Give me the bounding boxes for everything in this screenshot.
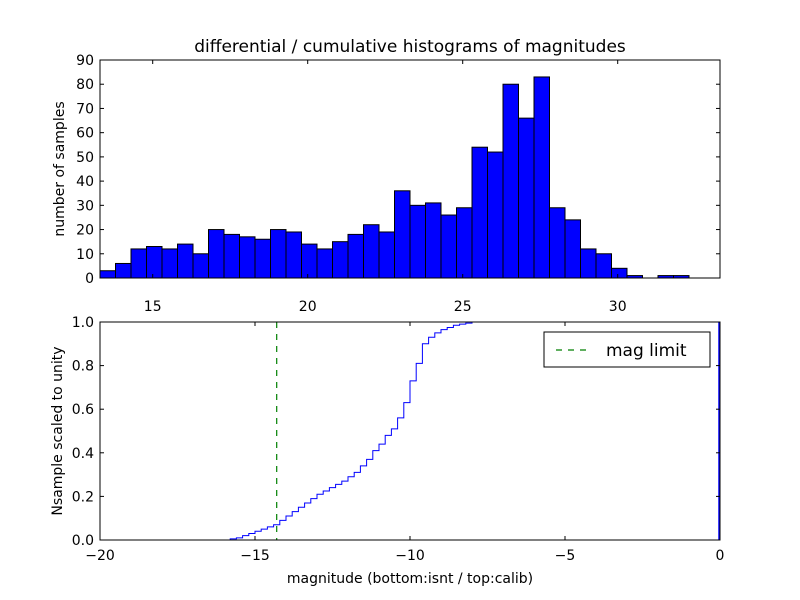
histogram-bar: [363, 224, 380, 279]
histogram-chart: differential / cumulative histograms of …: [52, 37, 721, 315]
histogram-xtick-label: 25: [454, 299, 472, 315]
cumulative-ytick-label: 0.0: [72, 533, 94, 549]
histogram-bar: [378, 231, 395, 279]
cumulative-ytick-label: 0.6: [72, 402, 94, 418]
histogram-ytick-label: 70: [76, 101, 94, 117]
histogram-bar: [502, 83, 519, 279]
histogram-bar: [270, 229, 287, 279]
cumulative-xtick-label: −5: [555, 548, 576, 564]
histogram-xtick-label: 20: [299, 299, 317, 315]
cumulative-ylabel: Nsample scaled to unity: [50, 346, 66, 515]
cumulative-step-line: [100, 321, 720, 541]
histogram-bar: [239, 236, 256, 279]
histogram-xtick-label: 30: [609, 299, 627, 315]
cumulative-ytick-label: 1.0: [72, 315, 94, 331]
histogram-bar: [394, 190, 411, 279]
cumulative-ticks: 0.0 0.2 0.4 0.6 0.8 1.0 −20 −15 −10 −5 0: [72, 315, 725, 564]
cumulative-frame: [99, 321, 721, 541]
cumulative-xtick-label: −20: [85, 548, 115, 564]
histogram-ytick-label: 60: [76, 126, 94, 142]
histogram-bar: [409, 204, 426, 279]
histogram-bar: [177, 243, 194, 279]
cumulative-xtick-label: −15: [240, 548, 270, 564]
histogram-bar: [471, 146, 488, 279]
histogram-ylabel: number of samples: [52, 101, 68, 236]
cumulative-ytick-label: 0.4: [72, 446, 94, 462]
histogram-bar: [301, 243, 318, 279]
histogram-ytick-label: 0: [85, 271, 94, 287]
histogram-bar: [580, 248, 597, 279]
chart-title: differential / cumulative histograms of …: [194, 37, 626, 57]
histogram-bar: [115, 262, 132, 279]
histogram-bars: [99, 76, 690, 279]
histogram-bar: [611, 267, 628, 279]
histogram-bar: [347, 233, 364, 279]
cumulative-xtick-label: 0: [716, 548, 725, 564]
histogram-bar: [254, 238, 271, 279]
legend: mag limit: [543, 331, 711, 368]
histogram-bar: [518, 117, 535, 279]
histogram-bar: [208, 229, 225, 279]
histogram-bar: [146, 246, 163, 279]
histogram-bar: [564, 219, 581, 279]
legend-mag-limit-label: mag limit: [606, 341, 687, 361]
histogram-ytick-label: 20: [76, 223, 94, 239]
histogram-bar: [425, 202, 442, 279]
cumulative-ytick-label: 0.8: [72, 359, 94, 375]
histogram-ytick-label: 50: [76, 150, 94, 166]
histogram-ytick-label: 40: [76, 174, 94, 190]
histogram-bar: [332, 241, 349, 279]
histogram-bar: [533, 76, 550, 279]
histogram-ytick-label: 80: [76, 77, 94, 93]
histogram-bar: [130, 248, 147, 279]
cumulative-chart: 0.0 0.2 0.4 0.6 0.8 1.0 −20 −15 −10 −5 0 magnitude…: [50, 315, 724, 587]
histogram-bar: [487, 151, 504, 279]
histogram-bar: [440, 214, 457, 279]
histogram-ytick-label: 30: [76, 198, 94, 214]
histogram-ytick-label: 10: [76, 247, 94, 263]
histogram-bar: [316, 248, 333, 279]
histogram-bar: [285, 231, 302, 279]
histogram-ytick-label: 90: [76, 53, 94, 69]
histogram-bar: [161, 248, 178, 279]
histogram-bar: [192, 253, 209, 279]
histogram-bar: [595, 253, 612, 279]
histogram-bar: [99, 270, 116, 279]
histogram-bar: [223, 233, 240, 279]
cumulative-lines: [100, 321, 720, 541]
cumulative-xlabel: magnitude (bottom:isnt / top:calib): [287, 571, 533, 587]
histogram-xtick-label: 15: [144, 299, 162, 315]
histogram-bar: [456, 207, 473, 279]
cumulative-xtick-label: −10: [395, 548, 425, 564]
histogram-bar: [549, 207, 566, 279]
cumulative-ytick-label: 0.2: [72, 489, 94, 505]
histogram-frame: [99, 59, 721, 279]
